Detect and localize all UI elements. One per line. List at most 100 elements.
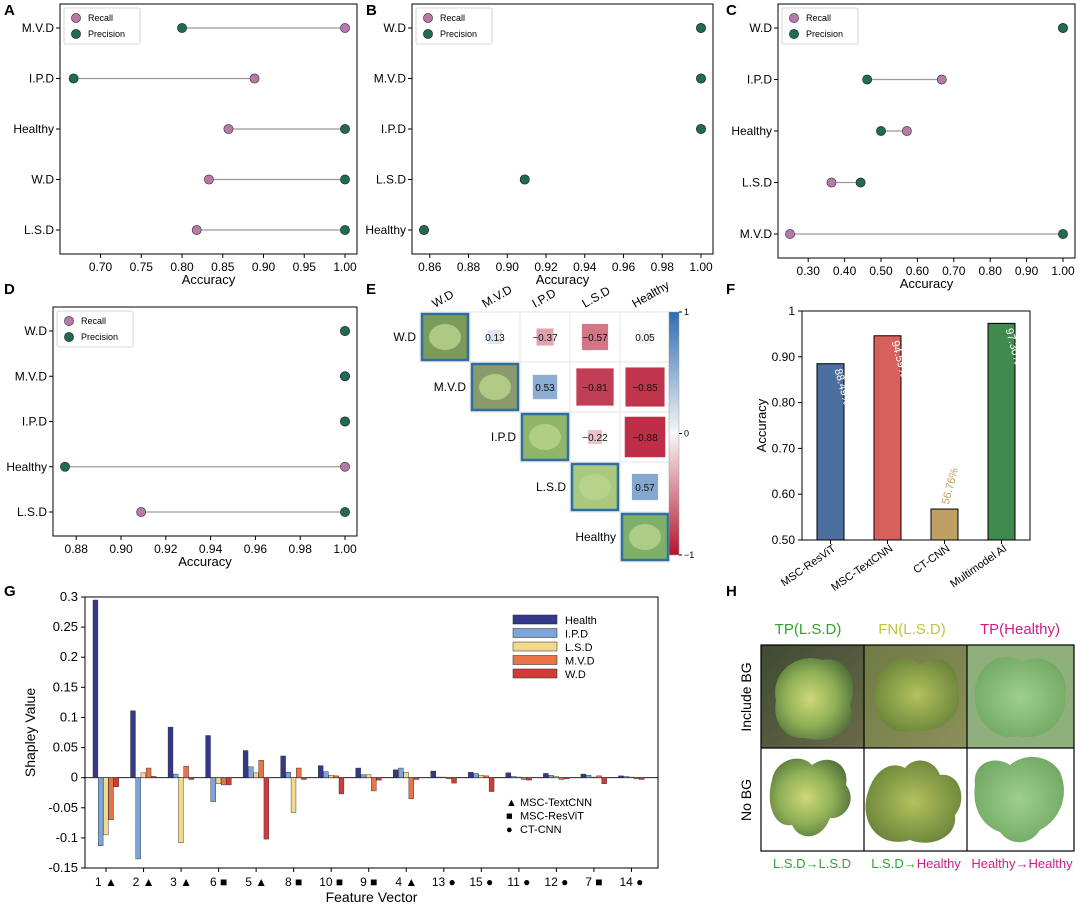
shapley-bar [628,776,634,778]
y-tick-label: 0.50 [772,533,796,547]
shapley-bar [618,775,624,778]
shapley-bar [92,599,99,778]
legend-precision-label: Precision [81,332,118,342]
x-tick-label: 0.88 [65,542,89,556]
x-axis-label: Accuracy [178,554,232,569]
y-tick-label: I.P.D [29,72,54,86]
legend-precision-marker [423,29,433,39]
x-tick-label: 0.90 [1015,264,1039,278]
shapley-bar [639,777,645,780]
precision-point [696,73,706,84]
heatmap-value-label: 0.05 [635,333,655,344]
y-tick-label: Healthy [13,122,54,136]
legend-swatch [512,655,558,665]
legend-recall-marker [64,316,74,326]
shapley-bar [140,772,147,778]
shapley-bar [108,777,114,821]
legend: Recall Precision [63,7,141,45]
shapley-bar [543,773,549,778]
accuracy-bar [930,508,959,541]
shapley-bar [242,750,249,778]
precision-point [876,126,886,136]
x-tick-label: 0.96 [244,542,268,556]
shapley-bar [413,777,420,780]
x-tick-label: 0.90 [496,260,520,274]
shapley-bar [145,767,152,778]
heatmap-value-label: 0.53 [535,383,555,394]
legend-recall-marker [789,13,799,23]
x-tick-label: 13 ● [432,875,456,889]
legend: Recall Precision [415,7,493,45]
y-tick-label: W.D [749,21,772,35]
heatmap-value-label: −0.81 [582,383,608,394]
heatmap-column-label: I.P.D [530,286,559,311]
y-tick-label: M.V.D [740,227,773,241]
h-col-title-2: FN(L.S.D) [878,621,946,638]
y-tick-label: 0 [71,770,78,785]
panel-d-dumbbell-chart: 0.88 0.90 0.92 0.94 0.96 0.98 1.00 Accuracy W.D M… [6,306,358,569]
x-tick-label: 0.80 [170,260,194,274]
shapley-bar [167,726,174,778]
marker-legend-symbol: ■ [506,811,513,823]
shapley-bar [601,777,607,784]
panel-letter-c: C [726,2,737,19]
y-tick-label: I.P.D [381,122,406,136]
precision-point [340,416,350,427]
shapley-bar [188,777,194,780]
x-tick-label: 5 ▲ [245,875,267,889]
precision-point [340,326,350,336]
legend-precision-marker [71,29,81,39]
x-tick-label: CT-CNN [911,543,952,577]
y-tick-label: W.D [31,173,54,187]
shapley-bar [446,777,452,780]
x-tick-label: MSC-TextCNN [829,543,895,594]
precision-point [855,177,866,188]
precision-point [1058,23,1068,33]
x-tick-label: 0.70 [89,260,113,274]
shapley-bar [130,710,136,778]
y-tick-label: M.V.D [374,72,407,86]
recall-point [223,124,234,134]
x-tick-label: 8 ■ [285,875,302,889]
heatmap-column-label: L.S.D [580,283,613,310]
y-tick-label: 0.25 [53,619,78,634]
x-tick-label: 0.75 [130,260,154,274]
x-axis-label: Accuracy [182,272,236,287]
x-tick-label: 0.98 [289,542,313,556]
shapley-bar [215,777,222,784]
precision-point [696,23,706,33]
legend: Recall Precision [56,310,134,348]
heatmap-leaf-shape [579,474,611,500]
legend-recall-marker [423,13,433,23]
legend-label: M.V.D [565,656,595,668]
recall-point [901,126,912,136]
shapley-bar [205,735,211,778]
shapley-bar [478,775,484,778]
shapley-bar [301,777,307,780]
x-tick-label: 0.30 [797,264,821,278]
legend-label: I.P.D [565,629,588,641]
shapley-bar [328,775,334,778]
heatmap-column-label: Healthy [630,278,672,310]
shapley-bar [371,777,377,792]
heatmap-value-cell [588,430,602,444]
shapley-bar [596,775,602,778]
precision-point [68,73,79,84]
shapley-bar [435,776,442,778]
heatmap-value-cell [536,328,554,346]
h-row-label-2: No BG [738,779,754,821]
legend-swatch [512,641,558,652]
precision-point [340,124,350,134]
shapley-bar [360,774,367,778]
recall-point [204,174,214,185]
shapley-bar [521,777,527,780]
shapley-bar [113,777,119,787]
heatmap-leaf-shape [479,374,511,400]
shapley-bar [135,777,141,860]
shapley-bar [333,775,339,778]
panel-e-correlation-heatmap: W.D M.V.D I.P.D L.S.D Healthy W.D M.V.D I.P.D L.… [393,278,694,563]
x-tick-label: 7 ■ [585,875,602,889]
legend-recall-label: Recall [806,13,831,23]
panel-a-dumbbell-chart: 0.70 0.75 0.80 0.85 0.90 0.95 1.00 Accuracy M.V.… [13,3,358,287]
x-tick-label: 0.40 [833,264,857,278]
